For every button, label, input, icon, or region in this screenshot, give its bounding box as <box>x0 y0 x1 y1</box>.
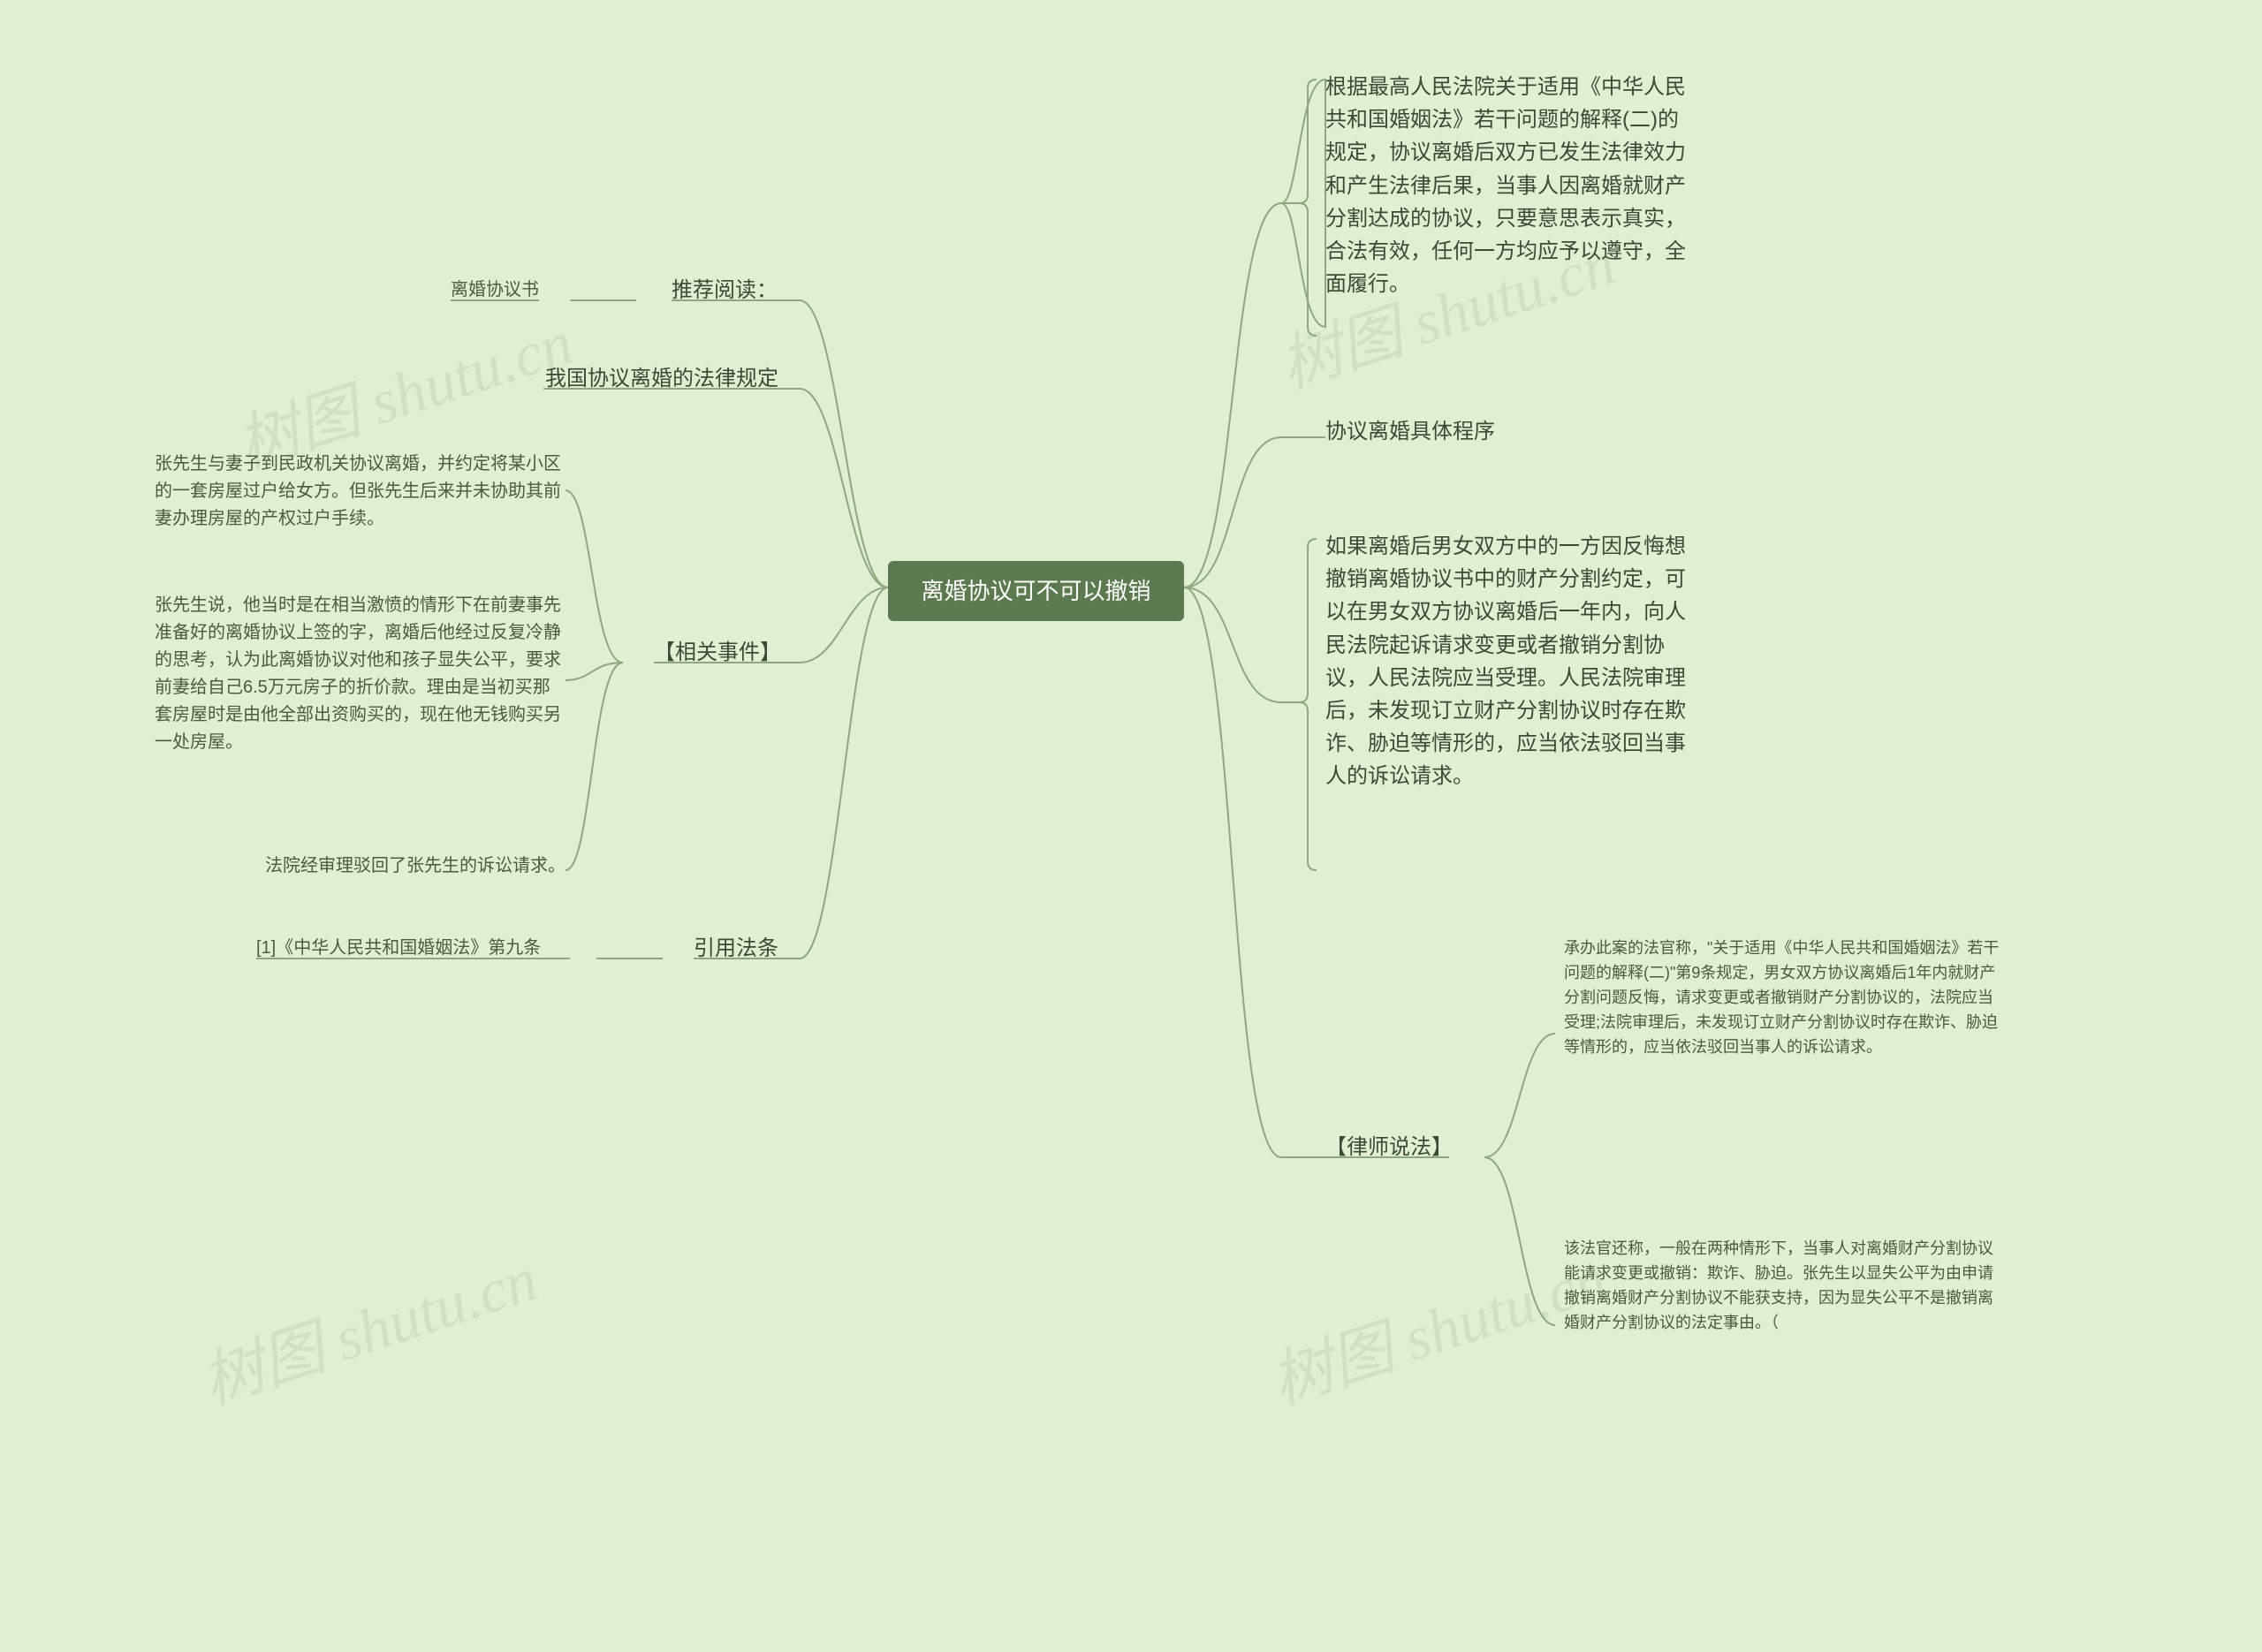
branch-cite[interactable]: 引用法条 <box>694 932 778 965</box>
leaf-event-p3: 法院经审理驳回了张先生的诉讼请求。 <box>247 853 566 880</box>
branch-event[interactable]: 【相关事件】 <box>654 636 781 669</box>
leaf-right-p1: 根据最高人民法院关于适用《中华人民共和国婚姻法》若干问题的解释(二)的规定，协议… <box>1325 71 1696 300</box>
connector-layer <box>0 0 2262 1652</box>
leaf-lawyer-p2: 该法官还称，一般在两种情形下，当事人对离婚财产分割协议能请求变更或撤销：欺诈、胁… <box>1564 1237 2006 1336</box>
root-node[interactable]: 离婚协议可不可以撤销 <box>888 561 1184 621</box>
leaf-cite: [1]《中华人民共和国婚姻法》第九条 <box>256 935 541 962</box>
leaf-right-p3: 如果离婚后男女双方中的一方因反悔想撤销离婚协议书中的财产分割约定，可以在男女双方… <box>1325 530 1696 793</box>
watermark: 树图 shutu.cn <box>189 1230 547 1421</box>
branch-lawyer[interactable]: 【律师说法】 <box>1325 1131 1453 1163</box>
leaf-event-p1: 张先生与妻子到民政机关协议离婚，并约定将某小区的一套房屋过户给女方。但张先生后来… <box>155 451 566 533</box>
leaf-recommend[interactable]: 离婚协议书 <box>451 277 539 304</box>
branch-regulation[interactable]: 我国协议离婚的法律规定 <box>545 362 778 395</box>
branch-recommend[interactable]: 推荐阅读： <box>672 274 778 307</box>
watermark: 树图 shutu.cn <box>1258 1230 1616 1421</box>
leaf-lawyer-p1: 承办此案的法官称，"关于适用《中华人民共和国婚姻法》若干问题的解释(二)"第9条… <box>1564 936 2006 1059</box>
leaf-event-p2: 张先生说，他当时是在相当激愤的情形下在前妻事先准备好的离婚协议上签的字，离婚后他… <box>155 592 566 756</box>
mindmap-canvas: 树图 shutu.cn 树图 shutu.cn 树图 shutu.cn 树图 s… <box>0 0 2262 1652</box>
leaf-right-p2[interactable]: 协议离婚具体程序 <box>1325 415 1495 448</box>
